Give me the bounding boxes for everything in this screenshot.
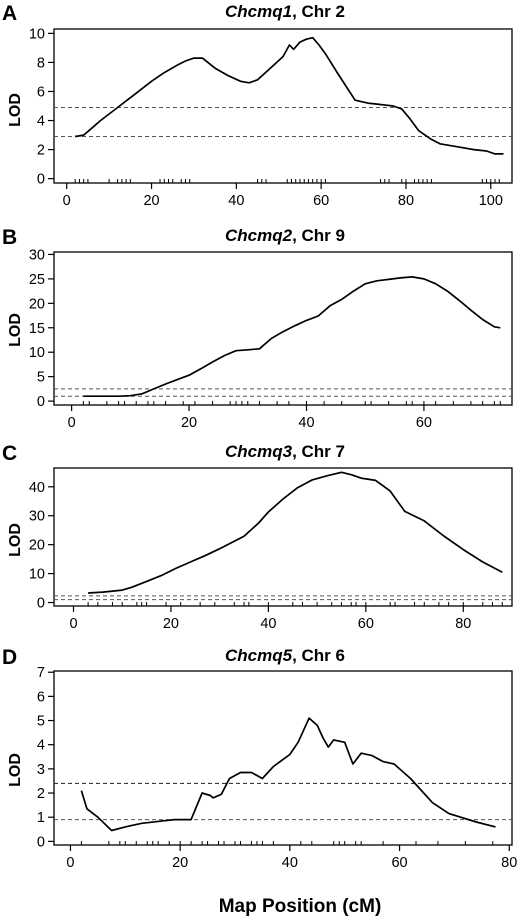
x-tick-label: 0 xyxy=(69,616,77,632)
x-tick-label: 20 xyxy=(172,855,188,871)
y-tick-label: 10 xyxy=(29,567,45,583)
y-tick-label: 0 xyxy=(37,596,45,612)
x-tick-label: 60 xyxy=(391,855,407,871)
plot-frame xyxy=(53,670,513,846)
y-tick-label: 0 xyxy=(37,394,45,410)
panel-letter: B xyxy=(2,226,17,249)
panel-title: Chcmq1, Chr 2 xyxy=(225,2,345,21)
panel-title-chromosome: , Chr 6 xyxy=(292,646,345,665)
y-tick-label: 15 xyxy=(29,321,45,337)
y-tick-label: 6 xyxy=(37,84,45,100)
lod-curve xyxy=(75,36,504,155)
x-tick-label: 0 xyxy=(68,415,76,431)
x-tick-label: 60 xyxy=(416,415,432,431)
x-tick-label: 40 xyxy=(260,616,276,632)
y-tick-label: 10 xyxy=(29,26,45,42)
y-tick-label: 1 xyxy=(37,810,45,826)
panel-d: D Chcmq5, Chr 6 LOD 0 1 2 3 4 5 6 7 0 20 40 60 80 xyxy=(2,646,517,871)
y-tick-label: 20 xyxy=(29,296,45,312)
panel-title: Chcmq2, Chr 9 xyxy=(225,226,345,245)
x-tick-label: 20 xyxy=(181,415,197,431)
y-tick-label: 30 xyxy=(29,509,45,525)
y-tick-label: 5 xyxy=(37,714,45,730)
y-tick-label: 8 xyxy=(37,55,45,71)
y-axis-label: LOD xyxy=(7,753,24,787)
x-tick-label: 20 xyxy=(143,193,159,209)
plot-frame xyxy=(53,467,513,607)
panel-title-gene: Chcmq3 xyxy=(225,442,293,461)
y-tick-label: 10 xyxy=(29,345,45,361)
y-tick-label: 0 xyxy=(37,172,45,188)
y-tick-label: 7 xyxy=(37,665,45,681)
plot-frame xyxy=(53,28,513,184)
x-axis-title: Map Position (cM) xyxy=(219,896,382,917)
panel-title: Chcmq5, Chr 6 xyxy=(225,646,345,665)
y-tick-label: 25 xyxy=(29,272,45,288)
y-tick-label: 2 xyxy=(37,143,45,159)
y-tick-label: 6 xyxy=(37,689,45,705)
x-tick-label: 40 xyxy=(228,193,244,209)
x-tick-label: 60 xyxy=(313,193,329,209)
x-tick-label: 80 xyxy=(398,193,414,209)
panel-title-chromosome: , Chr 9 xyxy=(292,226,345,245)
panel-title-gene: Chcmq1 xyxy=(225,2,292,21)
lod-curve xyxy=(88,471,503,594)
y-axis-label: LOD xyxy=(7,523,24,557)
y-axis-label: LOD xyxy=(7,313,24,347)
y-tick-label: 4 xyxy=(37,114,45,130)
panel-title-gene: Chcmq5 xyxy=(225,646,293,665)
y-tick-label: 0 xyxy=(37,834,45,850)
y-tick-label: 2 xyxy=(37,786,45,802)
x-tick-label: 80 xyxy=(455,616,471,632)
lod-curve xyxy=(80,717,496,832)
panel-title-chromosome: , Chr 2 xyxy=(292,2,345,21)
x-tick-label: 100 xyxy=(479,193,503,209)
panel-title: Chcmq3, Chr 7 xyxy=(225,442,345,461)
panel-c: C Chcmq3, Chr 7 LOD 0 10 20 30 40 0 20 40 60 80 xyxy=(2,442,513,632)
panel-letter: C xyxy=(2,442,17,465)
plot-frame xyxy=(53,251,513,406)
y-tick-label: 30 xyxy=(29,247,45,263)
y-tick-label: 40 xyxy=(29,480,45,496)
x-tick-label: 0 xyxy=(63,193,71,209)
x-tick-label: 40 xyxy=(282,855,298,871)
y-tick-label: 3 xyxy=(37,762,45,778)
panel-b: B Chcmq2, Chr 9 LOD 0 5 10 15 20 25 30 0 20 40 60 xyxy=(2,226,513,431)
x-tick-label: 40 xyxy=(298,415,314,431)
panel-letter: D xyxy=(2,646,17,669)
panel-title-gene: Chcmq2 xyxy=(225,226,293,245)
y-tick-label: 5 xyxy=(37,370,45,386)
y-axis-label: LOD xyxy=(7,93,24,127)
x-tick-label: 0 xyxy=(66,855,74,871)
y-tick-label: 20 xyxy=(29,538,45,554)
x-tick-label: 60 xyxy=(358,616,374,632)
panel-title-chromosome: , Chr 7 xyxy=(292,442,345,461)
x-tick-label: 80 xyxy=(501,855,517,871)
lod-curve xyxy=(83,276,501,398)
y-tick-label: 4 xyxy=(37,738,45,754)
panel-letter: A xyxy=(2,2,17,25)
x-tick-label: 20 xyxy=(163,616,179,632)
